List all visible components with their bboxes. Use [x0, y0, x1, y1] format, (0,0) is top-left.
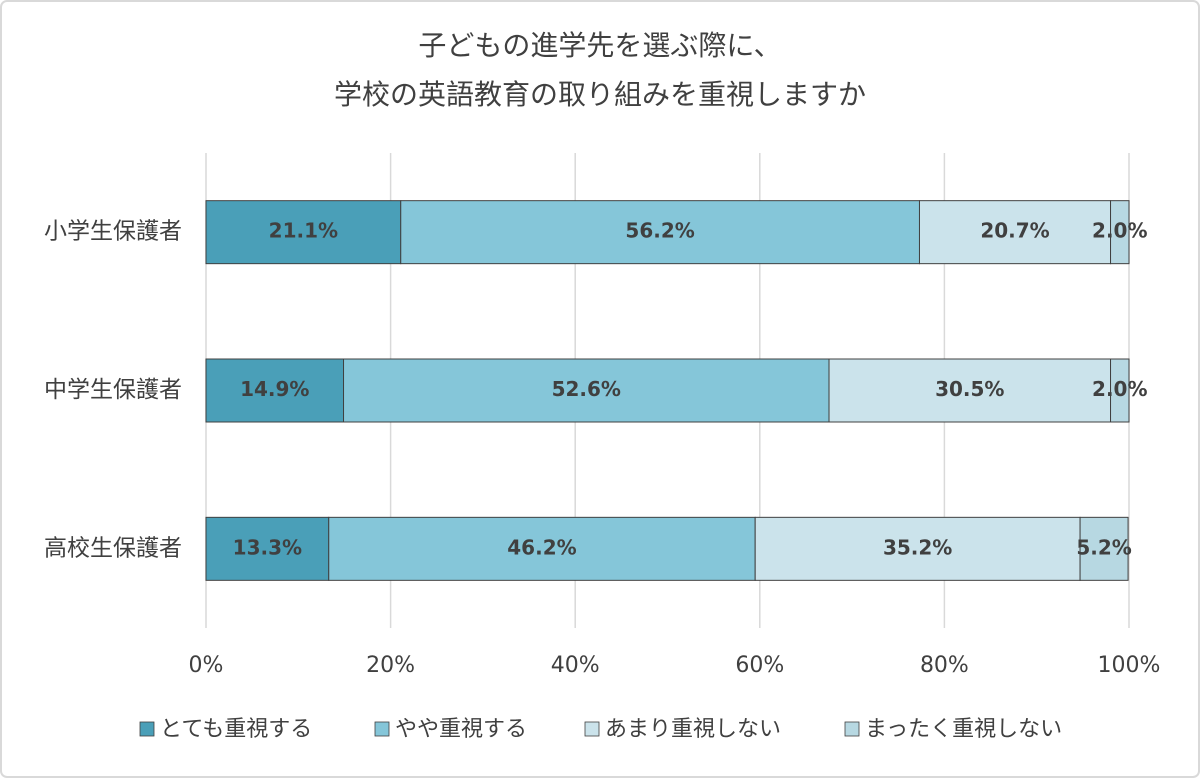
bar-segment	[400, 200, 920, 265]
data-label: 2.0%	[1092, 219, 1147, 243]
bar-segment	[828, 358, 1112, 423]
x-tick-label: 80%	[920, 653, 969, 678]
data-label: 14.9%	[240, 377, 309, 401]
x-tick-label: 0%	[189, 653, 224, 678]
x-tick-label: 40%	[551, 653, 600, 678]
data-label: 46.2%	[507, 535, 576, 559]
data-label: 30.5%	[935, 377, 1004, 401]
x-tick-label: 20%	[366, 653, 415, 678]
legend-label: まったく重視しない	[865, 717, 1062, 742]
y-tick-label: 小学生保護者	[44, 219, 182, 245]
chart-title: 子どもの進学先を選ぶ際に、	[418, 29, 781, 62]
legend-label: とても重視する	[160, 717, 312, 742]
bar-segment	[918, 200, 1112, 265]
bar-segment	[205, 516, 330, 581]
data-label: 52.6%	[552, 377, 621, 401]
y-tick-label: 高校生保護者	[44, 535, 182, 561]
bar-segment	[328, 516, 756, 581]
data-label: 13.3%	[233, 535, 302, 559]
data-label: 56.2%	[625, 219, 694, 243]
bar-segment	[343, 358, 830, 423]
legend-label: あまり重視しない	[605, 717, 781, 742]
bar-segment	[754, 516, 1081, 581]
bar-segment	[1079, 516, 1129, 581]
legend-marker	[139, 721, 155, 737]
data-label: 20.7%	[980, 219, 1049, 243]
data-label: 35.2%	[883, 535, 952, 559]
bar-segment	[205, 358, 345, 423]
chart-title: 学校の英語教育の取り組みを重視しますか	[334, 78, 866, 111]
x-tick-label: 60%	[735, 653, 784, 678]
data-label: 21.1%	[269, 219, 338, 243]
legend-label: やや重視する	[395, 717, 527, 742]
legend-marker	[584, 721, 600, 737]
y-tick-label: 中学生保護者	[44, 377, 182, 403]
bar-segment	[1110, 200, 1130, 265]
x-tick-label: 100%	[1098, 653, 1161, 678]
data-label: 5.2%	[1076, 535, 1131, 559]
data-label: 2.0%	[1092, 377, 1147, 401]
bar-segment	[1110, 358, 1130, 423]
legend-marker	[374, 721, 390, 737]
legend-marker	[844, 721, 860, 737]
